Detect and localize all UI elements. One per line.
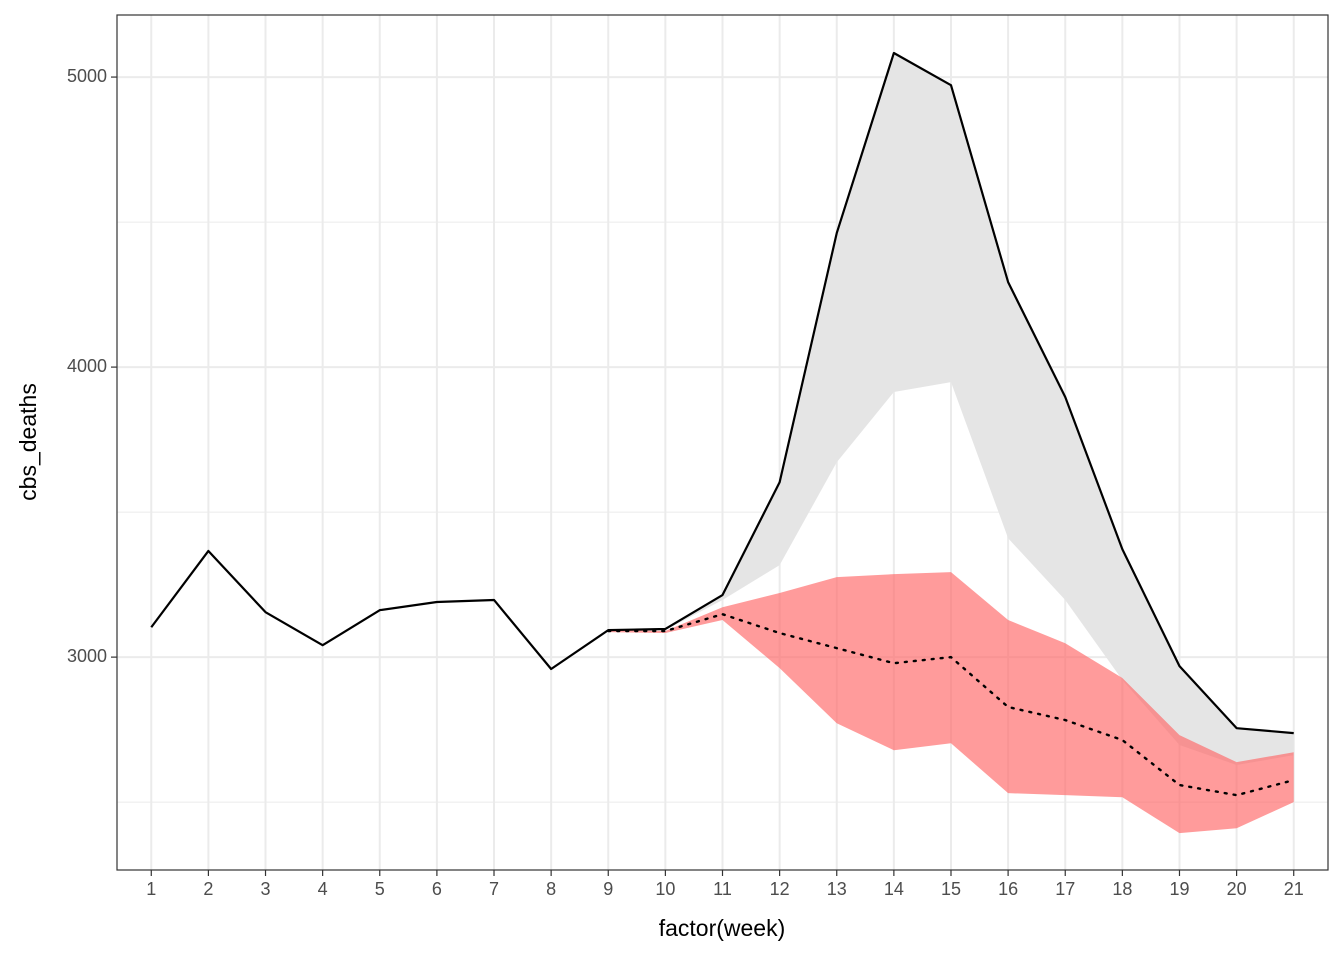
x-tick-label: 4: [318, 879, 328, 899]
x-tick-label: 7: [489, 879, 499, 899]
x-tick-label: 19: [1169, 879, 1189, 899]
x-tick-label: 13: [827, 879, 847, 899]
x-tick-label: 12: [770, 879, 790, 899]
y-tick-label: 4000: [67, 356, 107, 376]
x-tick-label: 16: [998, 879, 1018, 899]
y-tick-label: 3000: [67, 646, 107, 666]
x-tick-label: 3: [261, 879, 271, 899]
x-tick-label: 8: [546, 879, 556, 899]
x-tick-label: 6: [432, 879, 442, 899]
y-axis-title: cbs_deaths: [15, 383, 41, 501]
x-tick-label: 17: [1055, 879, 1075, 899]
series-line: [150, 51, 1294, 735]
marks: [150, 51, 1295, 834]
x-tick-label: 2: [203, 879, 213, 899]
series-line: [607, 612, 1295, 797]
x-tick-label: 5: [375, 879, 385, 899]
ribbon: [608, 572, 1294, 834]
x-tick-label: 14: [884, 879, 904, 899]
x-tick-label: 1: [146, 879, 156, 899]
ribbon: [665, 52, 1294, 766]
x-tick-label: 10: [655, 879, 675, 899]
x-tick-label: 15: [941, 879, 961, 899]
x-tick-label: 11: [713, 879, 732, 899]
x-tick-label: 9: [603, 879, 613, 899]
y-tick-label: 5000: [67, 66, 107, 86]
x-tick-label: 20: [1227, 879, 1247, 899]
x-tick-label: 21: [1284, 879, 1304, 899]
x-tick-label: 18: [1112, 879, 1132, 899]
x-axis-title: factor(week): [659, 915, 786, 941]
